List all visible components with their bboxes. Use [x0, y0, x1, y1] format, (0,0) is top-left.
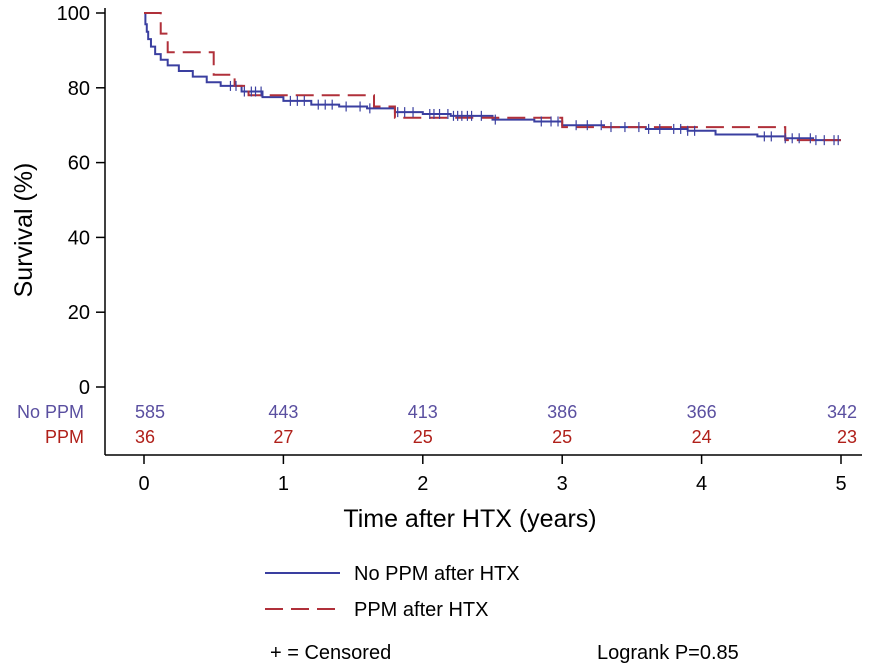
y-tick-label: 60 [68, 153, 90, 175]
x-axis-title: Time after HTX (years) [343, 505, 596, 533]
logrank-pvalue: Logrank P=0.85 [597, 642, 739, 664]
risk-count: 386 [547, 402, 577, 422]
censored-note: + = Censored [270, 642, 391, 664]
axes [104, 8, 862, 456]
y-tick-label: 100 [57, 3, 90, 25]
risk-table: No PPM 585 443 413 386 366 342 PPM 36 27 25 25 24 23 [17, 402, 857, 447]
risk-count: 36 [135, 427, 155, 447]
risk-count: 443 [268, 402, 298, 422]
y-ticks: 0 20 40 60 80 100 [57, 3, 105, 399]
legend: No PPM after HTX PPM after HTX + = Censo… [265, 563, 739, 664]
series-line-ppm [144, 12, 841, 142]
x-tick-label: 0 [138, 473, 149, 495]
risk-count: 23 [837, 427, 857, 447]
censor-marks [229, 80, 839, 146]
series-line-no-ppm [144, 12, 841, 142]
legend-label-ppm: PPM after HTX [354, 599, 488, 621]
y-tick-label: 40 [68, 227, 90, 249]
legend-label-no-ppm: No PPM after HTX [354, 563, 520, 585]
risk-count: 366 [687, 402, 717, 422]
x-ticks: 0 1 2 3 4 5 [138, 455, 847, 495]
risk-count: 413 [408, 402, 438, 422]
y-tick-label: 80 [68, 78, 90, 100]
y-axis-title: Survival (%) [10, 163, 38, 298]
y-tick-label: 0 [79, 377, 90, 399]
series-layer [144, 12, 841, 142]
risk-row-label: PPM [45, 427, 84, 447]
x-tick-label: 4 [696, 473, 707, 495]
x-tick-label: 1 [278, 473, 289, 495]
risk-count: 27 [273, 427, 293, 447]
x-tick-label: 3 [557, 473, 568, 495]
x-tick-label: 5 [835, 473, 846, 495]
risk-count: 25 [552, 427, 572, 447]
risk-count: 585 [135, 402, 165, 422]
x-tick-label: 2 [417, 473, 428, 495]
risk-count: 24 [692, 427, 712, 447]
risk-count: 25 [413, 427, 433, 447]
risk-row-label: No PPM [17, 402, 84, 422]
y-tick-label: 20 [68, 302, 90, 324]
risk-count: 342 [827, 402, 857, 422]
